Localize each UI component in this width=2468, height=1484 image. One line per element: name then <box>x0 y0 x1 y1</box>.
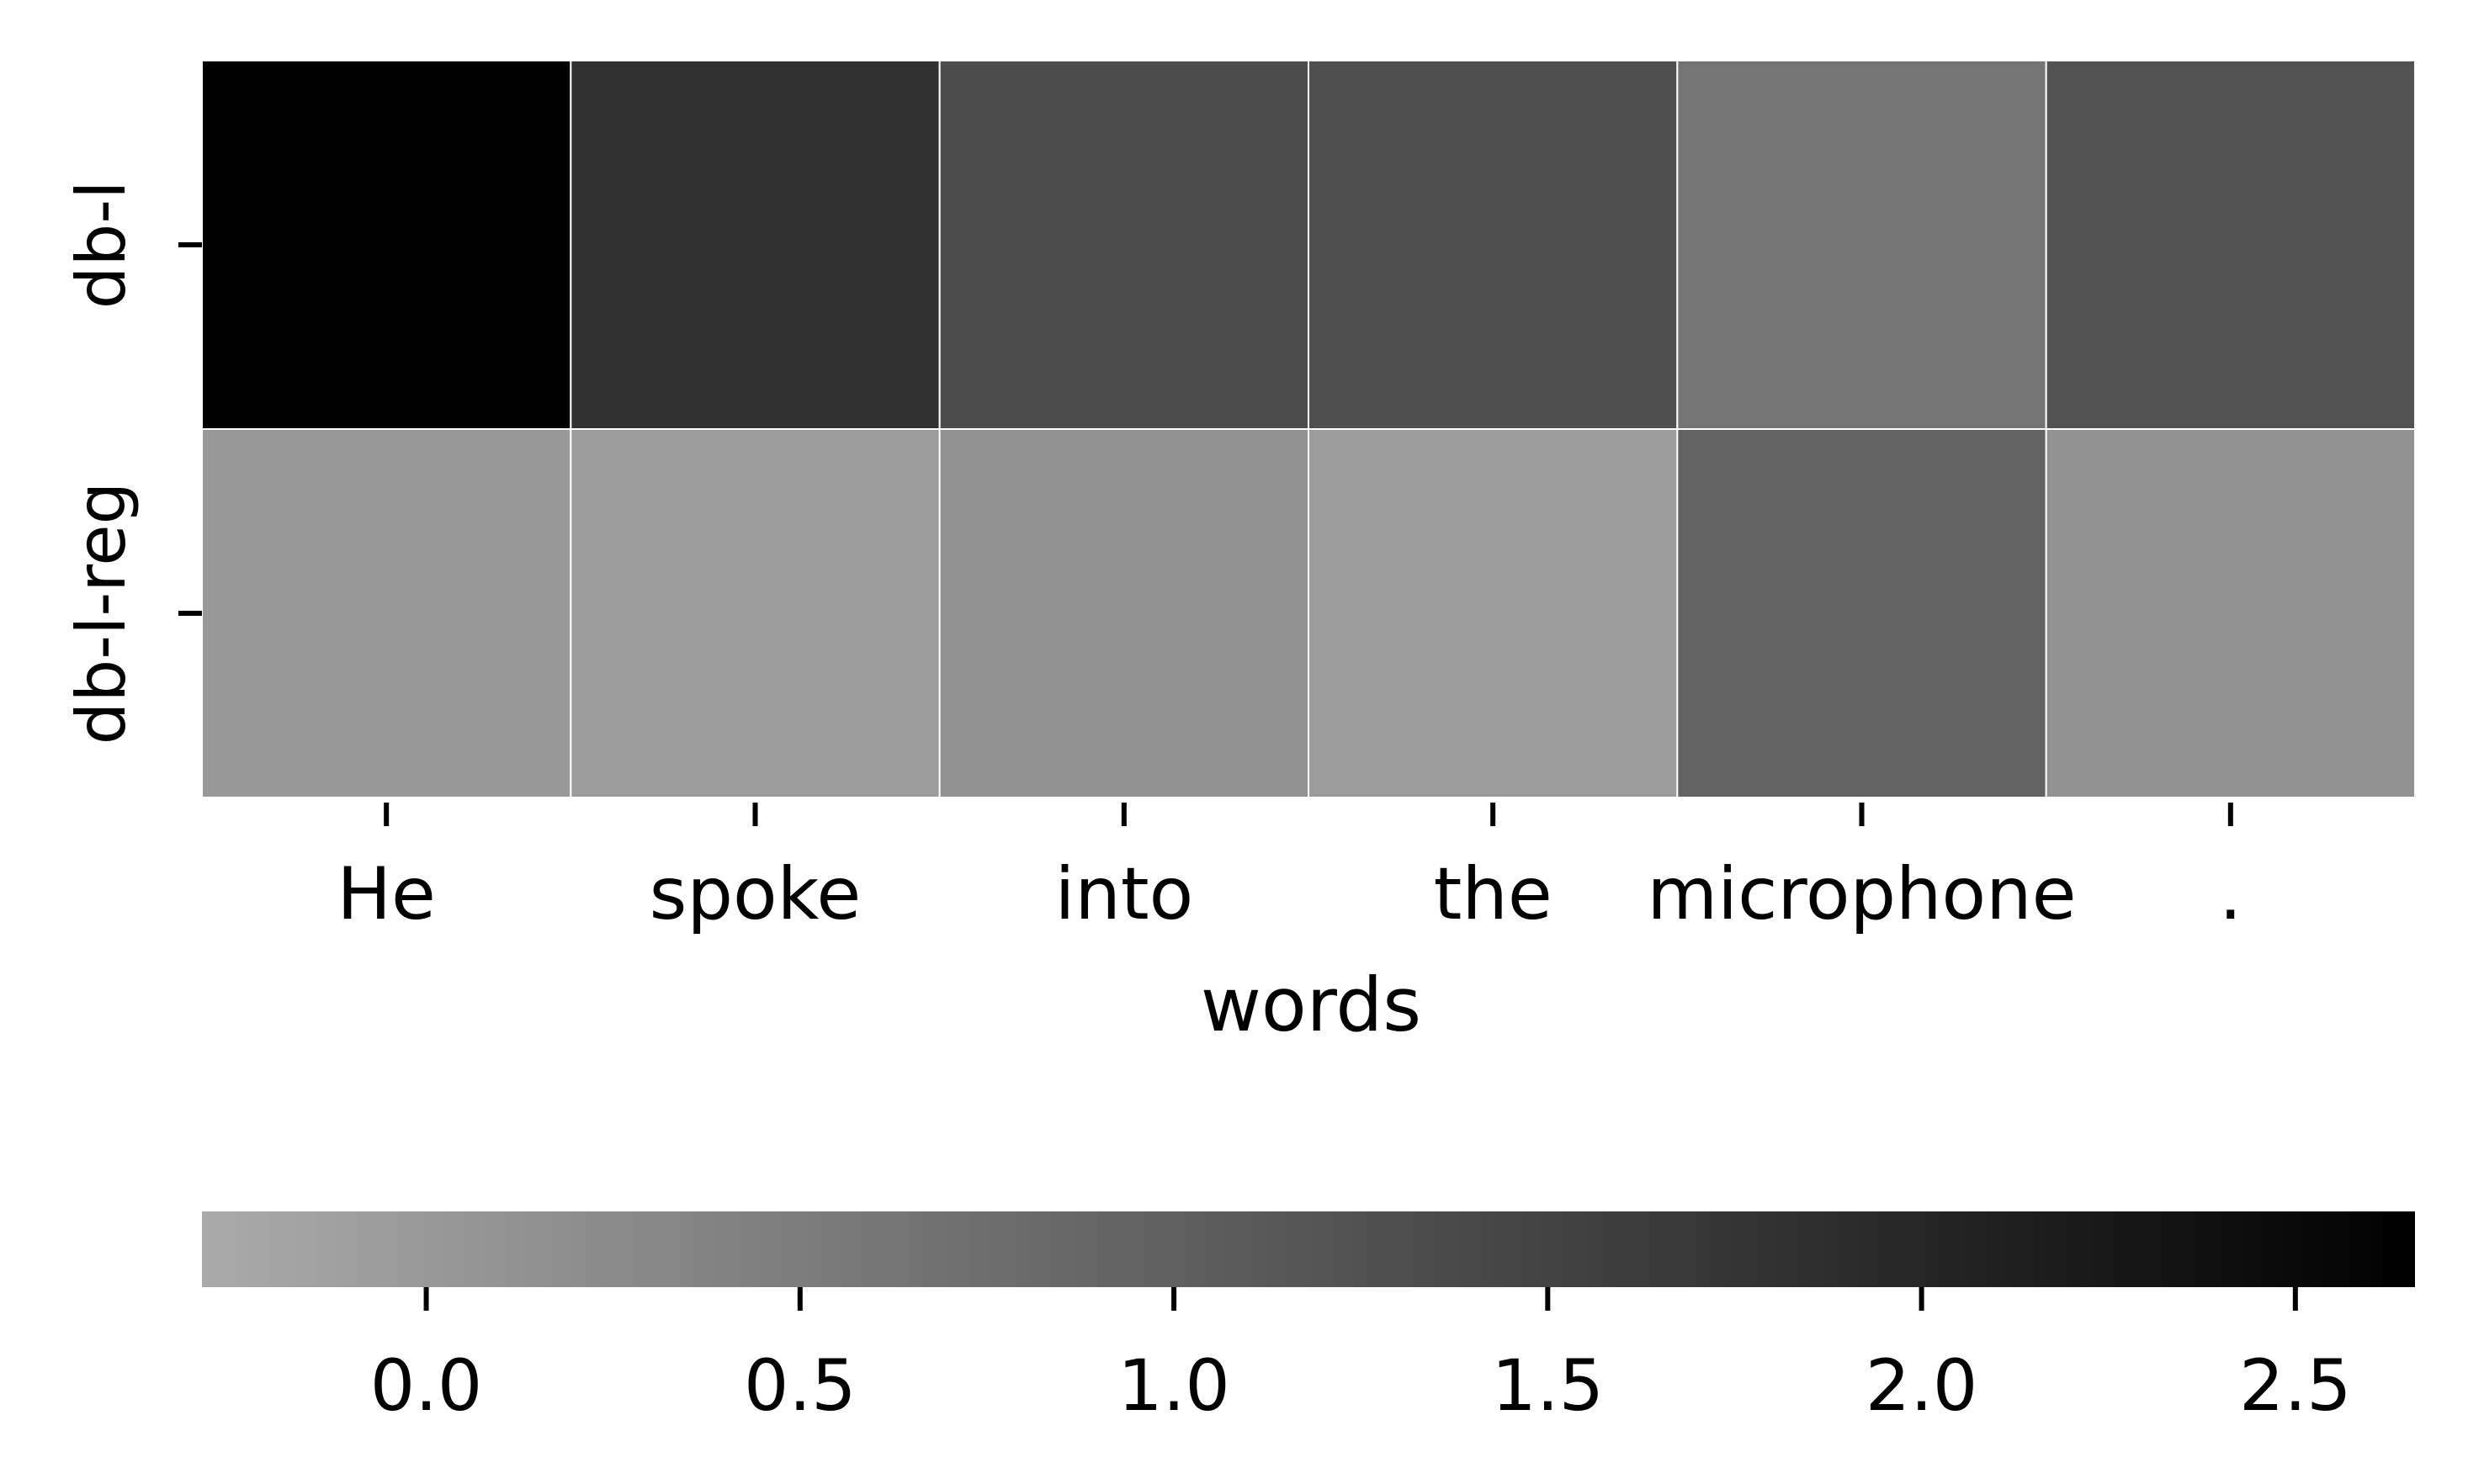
y-axis: db-l db-l-reg <box>62 181 202 745</box>
colorbar <box>202 1211 2415 1287</box>
heatmap-cell <box>570 428 941 798</box>
x-tick-label: . <box>2219 852 2242 936</box>
colorbar-ticks: 0.0 0.5 1.0 1.5 2.0 2.5 <box>370 1287 2352 1427</box>
heatmap-cell <box>2045 60 2417 430</box>
heatmap-cell <box>201 60 572 430</box>
x-tick-label: the <box>1434 852 1552 936</box>
heatmap-cell <box>938 60 1309 430</box>
colorbar-tick-label: 2.0 <box>1866 1344 1978 1427</box>
x-tick-label: microphone <box>1647 852 2076 936</box>
heatmap-cell <box>1676 428 2047 798</box>
x-tick-label: into <box>1054 852 1193 936</box>
heatmap-cell <box>938 428 1309 798</box>
heatmap-cell <box>570 60 941 430</box>
colorbar-tick-label: 0.0 <box>370 1344 483 1427</box>
x-axis: He spoke into the microphone. <box>337 803 2242 936</box>
heatmap-cells <box>201 60 2417 798</box>
y-tick-label: db-l <box>62 181 141 310</box>
heatmap-cell <box>2045 428 2417 798</box>
colorbar-tick-label: 1.5 <box>1492 1344 1605 1427</box>
colorbar-tick-label: 1.0 <box>1117 1344 1230 1427</box>
x-tick-label: spoke <box>650 852 862 936</box>
y-tick-label: db-l-reg <box>62 482 141 745</box>
colorbar-tick-label: 0.5 <box>744 1344 857 1427</box>
heatmap-cell <box>201 428 572 798</box>
heatmap-cell <box>1308 60 1679 430</box>
colorbar-tick-label: 2.5 <box>2239 1344 2352 1427</box>
x-tick-label: He <box>337 852 436 936</box>
heatmap-cell <box>1676 60 2047 430</box>
x-axis-label: words <box>1201 962 1421 1048</box>
heatmap-cell <box>1308 428 1679 798</box>
